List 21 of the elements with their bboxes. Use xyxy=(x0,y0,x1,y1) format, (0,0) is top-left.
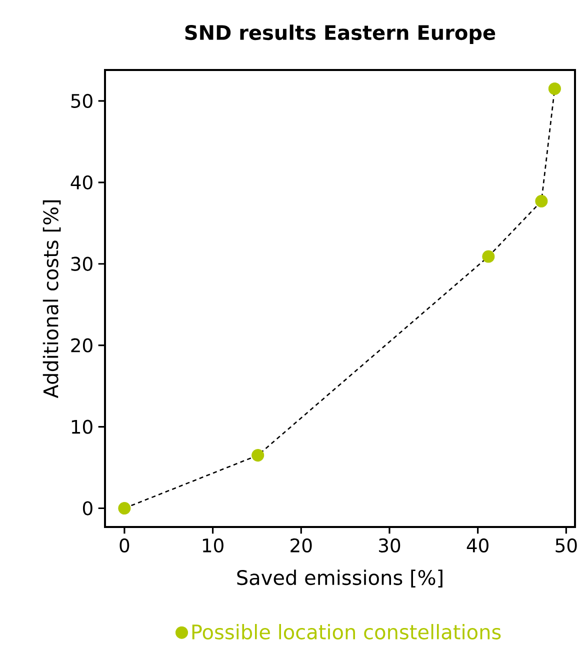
x-axis-title: Saved emissions [%] xyxy=(237,570,442,588)
y-tick-label: 40 xyxy=(70,175,92,190)
y-tick-label: 50 xyxy=(71,94,92,108)
x-tick-label: 0 xyxy=(120,538,130,552)
x-tick-label: 20 xyxy=(290,538,312,552)
point xyxy=(482,250,495,263)
point xyxy=(535,194,548,208)
y-tick-label: 20 xyxy=(71,338,92,352)
y-axis-title: Additional costs [%] xyxy=(42,200,61,398)
y-tick-label: 30 xyxy=(71,256,92,271)
y-tick-label: 0 xyxy=(82,501,92,516)
x-tick-label: 40 xyxy=(466,538,488,552)
point xyxy=(118,502,131,515)
x-tick-label: 10 xyxy=(202,538,224,552)
x-tick-label: 30 xyxy=(379,538,400,552)
legend-label: Possible location constellations xyxy=(192,624,501,640)
point xyxy=(252,449,264,462)
point xyxy=(548,82,561,95)
y-tick-label: 10 xyxy=(72,420,92,434)
chart-title: SND results Eastern Europe xyxy=(185,24,496,44)
x-tick-label: 50 xyxy=(556,538,577,552)
